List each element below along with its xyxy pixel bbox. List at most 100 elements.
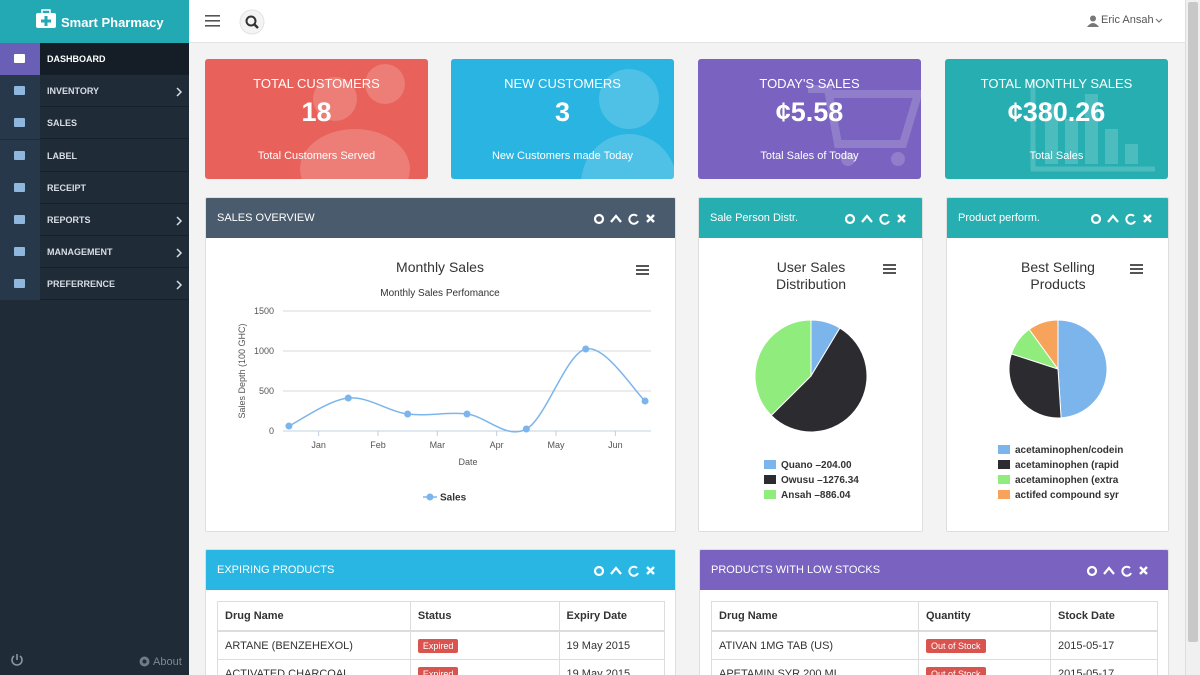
status-badge: Out of Stock <box>926 638 986 653</box>
legend-label: actifed compound syr <box>1015 490 1119 501</box>
panel: PRODUCTS WITH LOW STOCKS Drug Name Quantit… <box>699 549 1169 675</box>
card-title: TOTAL CUSTOMERS <box>253 76 380 91</box>
about-link[interactable]: About <box>153 656 182 668</box>
panel-tools[interactable] <box>1086 564 1150 578</box>
legend-item[interactable]: Quano204.00 <box>764 460 859 475</box>
tool-refresh[interactable] <box>1121 565 1132 577</box>
shape <box>1065 119 1078 164</box>
legend-label: acetaminophen/codein <box>1015 445 1124 456</box>
top-bar: Eric Ansah <box>189 0 1185 43</box>
card-value: 3 <box>554 97 571 127</box>
legend-item[interactable]: acetaminophen (rapid <box>998 460 1123 475</box>
table-cell: 2015-05-17 <box>1050 630 1158 660</box>
menu-label: INVENTORY <box>47 86 100 97</box>
menu-item[interactable]: PREFERRENCE <box>0 268 189 301</box>
icon-glyph <box>14 215 25 224</box>
tool-close[interactable] <box>897 214 906 223</box>
menu-item[interactable]: RECEIPT <box>0 171 189 204</box>
stat-card: TOTAL CUSTOMERS 18 Total Customers Served <box>205 59 428 179</box>
tool-collapse[interactable] <box>861 214 873 223</box>
table-cell: Expired <box>409 659 560 675</box>
legend-item[interactable]: acetaminophen (extra <box>998 475 1123 490</box>
tool-collapse[interactable] <box>610 566 622 575</box>
icon-glyph <box>14 150 25 160</box>
power-icon[interactable] <box>10 652 24 668</box>
table-cell: 19 May 2015 <box>558 659 666 675</box>
tool-refresh[interactable] <box>628 213 639 225</box>
menu-item[interactable]: LABEL <box>0 139 189 172</box>
table-row: ATIVAN 1MG TAB (US) Out of Stock 2015-05-1… <box>711 630 1158 660</box>
card-subtitle: Total Sales <box>1029 150 1084 162</box>
submenu-arrow <box>176 248 183 258</box>
icon-glyph <box>14 279 25 289</box>
tool-collapse[interactable] <box>1107 214 1119 223</box>
tool-gear[interactable] <box>844 213 856 225</box>
menu-item[interactable]: INVENTORY <box>0 75 189 108</box>
card-title: TODAY'S SALES <box>759 76 860 91</box>
legend-item[interactable]: Owusu1276.34 <box>764 475 859 490</box>
legend-item[interactable]: Ansah886.04 <box>764 490 859 505</box>
legend: Quano204.00Owusu1276.34Ansah886.04 <box>764 460 859 505</box>
shape <box>581 134 674 179</box>
tool-close[interactable] <box>1143 214 1152 223</box>
cell-text: 2015-05-17 <box>1058 667 1115 675</box>
chart-title: Best Selling Products <box>1021 259 1095 292</box>
tool-gear[interactable] <box>1090 213 1102 225</box>
panel-tools[interactable] <box>593 212 657 226</box>
table-header-row: Drug Name Quantity Stock Date <box>711 601 1158 632</box>
scroll-thumb[interactable] <box>1188 2 1198 642</box>
tool-gear[interactable] <box>593 213 605 225</box>
search-button[interactable] <box>239 9 265 35</box>
tool-collapse[interactable] <box>1103 566 1115 575</box>
panel-header: SALES OVERVIEW <box>206 198 675 238</box>
tool-close[interactable] <box>1139 566 1148 575</box>
scrollbar[interactable] <box>1185 0 1200 675</box>
panel-tools[interactable] <box>593 564 657 578</box>
panel-header: PRODUCTS WITH LOW STOCKS <box>700 550 1168 590</box>
panel-title: Product perform. <box>958 212 1040 224</box>
tool-close[interactable] <box>646 214 655 223</box>
menu-item[interactable]: REPORTS <box>0 204 189 236</box>
menu-item[interactable]: MANAGEMENT <box>0 236 189 269</box>
panel: EXPIRING PRODUCTS Drug Name Status Expiry D… <box>205 549 676 675</box>
menu-toggle[interactable] <box>205 14 221 28</box>
panel-tools[interactable] <box>844 212 908 226</box>
legend-label: Quano <box>781 460 813 471</box>
table-row: APETAMIN SYR 200 ML Out of Stock 2015-05-1… <box>711 659 1158 675</box>
icon-glyph <box>14 118 25 128</box>
card-subtitle: New Customers made Today <box>491 150 634 162</box>
table-cell: ATIVAN 1MG TAB (US) <box>711 630 919 660</box>
tool-gear[interactable] <box>1086 565 1098 577</box>
card-bg-icon <box>300 64 410 179</box>
tool-close[interactable] <box>646 566 655 575</box>
panel-header: Sale Person Distr. <box>699 198 922 238</box>
card-title: NEW CUSTOMERS <box>504 76 621 91</box>
tool-refresh[interactable] <box>628 565 639 577</box>
legend-swatch <box>998 445 1010 454</box>
menu-item[interactable]: DASHBOARD <box>0 43 189 75</box>
icon-glyph <box>14 247 25 257</box>
menu-label: RECEIPT <box>47 182 87 193</box>
shape <box>300 129 410 179</box>
legend-item[interactable]: actifed compound syr <box>998 490 1123 505</box>
brand-name: Smart Pharmacy <box>61 15 164 30</box>
column-header: Drug Name <box>711 601 919 632</box>
legend-label: acetaminophen (rapid <box>1015 460 1119 471</box>
tool-gear[interactable] <box>593 565 605 577</box>
user-menu[interactable]: Eric Ansah <box>1101 14 1154 26</box>
card-subtitle: Total Customers Served <box>257 150 376 162</box>
column-header: Drug Name <box>217 601 411 632</box>
shape <box>891 152 905 166</box>
table-cell: 2015-05-17 <box>1050 659 1158 675</box>
status-badge: Expired <box>417 666 459 675</box>
legend-item[interactable]: acetaminophen/codein <box>998 445 1123 460</box>
tool-refresh[interactable] <box>1125 213 1136 225</box>
brand: Smart Pharmacy <box>0 0 189 43</box>
tool-refresh[interactable] <box>879 213 890 225</box>
menu-item[interactable]: SALES <box>0 107 189 140</box>
shape <box>841 152 855 166</box>
tool-collapse[interactable] <box>610 214 622 223</box>
icon-glyph <box>14 182 25 192</box>
panel-tools[interactable] <box>1090 212 1154 226</box>
